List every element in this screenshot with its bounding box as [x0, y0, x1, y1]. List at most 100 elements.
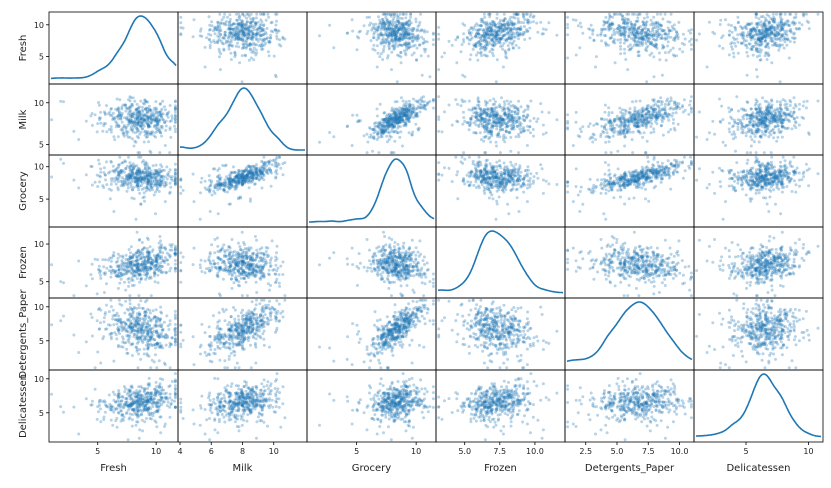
scatter-point [755, 68, 758, 72]
scatter-point [403, 36, 407, 40]
scatter-point [774, 38, 778, 41]
scatter-point [745, 117, 749, 121]
scatter-point [785, 108, 789, 112]
scatter-point [612, 28, 616, 32]
scatter-point [673, 54, 676, 58]
scatter-point [409, 37, 413, 41]
scatter-point [141, 170, 144, 174]
scatter-point [751, 44, 755, 48]
scatter-point [644, 112, 648, 116]
scatter-point [232, 33, 236, 37]
scatter-point [412, 35, 416, 39]
scatter-point [137, 136, 141, 140]
scatter-point [689, 28, 693, 32]
scatter-point [541, 27, 545, 31]
scatter-point [350, 144, 354, 147]
scatter-points-milk-vs-detergents-paper [566, 95, 693, 155]
scatter-point [399, 96, 403, 100]
scatter-point [612, 119, 616, 123]
scatter-point [207, 37, 211, 41]
scatter-point [224, 41, 228, 45]
scatter-point [255, 32, 259, 36]
scatter-point [268, 40, 272, 44]
scatter-point [108, 170, 112, 174]
scatter-point [262, 12, 266, 16]
scatter-point [482, 139, 486, 143]
scatter-point [396, 53, 400, 57]
scatter-point [636, 40, 640, 44]
scatter-point [108, 197, 112, 201]
scatter-point [242, 39, 246, 43]
scatter-point [142, 195, 146, 199]
scatter-point [705, 138, 709, 141]
scatter-point [749, 113, 753, 117]
scatter-point [224, 23, 228, 27]
scatter-point [745, 151, 749, 155]
scatter-point [146, 170, 149, 174]
scatter-point [261, 44, 264, 48]
scatter-point [757, 140, 761, 144]
scatter-point [72, 129, 76, 133]
scatter-point [401, 23, 405, 27]
scatter-point [223, 21, 227, 25]
scatter-point [628, 47, 632, 51]
scatter-point [387, 43, 391, 47]
scatter-point [437, 129, 441, 133]
scatter-point [531, 15, 535, 19]
scatter-point [788, 24, 792, 28]
scatter-point [581, 125, 585, 129]
scatter-point [775, 44, 779, 48]
scatter-point [518, 127, 522, 131]
scatter-point [414, 20, 418, 24]
scatter-point [173, 182, 177, 186]
scatter-point [257, 26, 261, 30]
scatter-point [401, 12, 405, 16]
scatter-point [801, 104, 805, 108]
scatter-point [229, 34, 233, 38]
scatter-point [247, 14, 251, 18]
scatter-point [164, 119, 168, 123]
scatter-point [109, 128, 113, 131]
scatter-point [763, 16, 767, 20]
scatter-point [273, 164, 277, 168]
scatter-point [386, 56, 389, 60]
scatter-point [134, 217, 138, 221]
scatter-point [437, 118, 441, 121]
scatter-point [605, 131, 609, 135]
scatter-point [472, 43, 476, 47]
scatter-point [179, 15, 183, 19]
scatter-point [498, 128, 502, 132]
scatter-point [258, 37, 262, 41]
scatter-point [216, 25, 220, 29]
scatter-point [243, 28, 247, 32]
scatter-point [407, 42, 411, 46]
scatter-point [599, 33, 603, 37]
scatter-point [397, 22, 401, 26]
scatter-point [379, 33, 383, 37]
scatter-point [767, 22, 771, 26]
scatter-point [672, 23, 676, 27]
scatter-point [775, 34, 779, 38]
scatter-point [105, 130, 109, 134]
scatter-point [645, 12, 649, 16]
scatter-point [114, 120, 118, 124]
scatter-point [259, 34, 263, 38]
scatter-point [718, 97, 721, 101]
scatter-point [494, 100, 497, 104]
scatter-point [62, 161, 65, 165]
scatter-point [142, 140, 146, 144]
scatter-point [237, 34, 241, 38]
scatter-point [159, 163, 163, 167]
scatter-point [540, 110, 544, 114]
scatter-point [219, 39, 223, 43]
scatter-point [191, 35, 195, 39]
scatter-point [355, 113, 359, 117]
scatter-point [496, 26, 500, 29]
scatter-point [217, 55, 221, 59]
scatter-point [245, 42, 249, 46]
scatter-point [400, 27, 404, 30]
scatter-point [104, 178, 107, 182]
scatter-point [111, 116, 115, 119]
scatter-point [767, 46, 771, 50]
scatter-point [721, 118, 725, 122]
